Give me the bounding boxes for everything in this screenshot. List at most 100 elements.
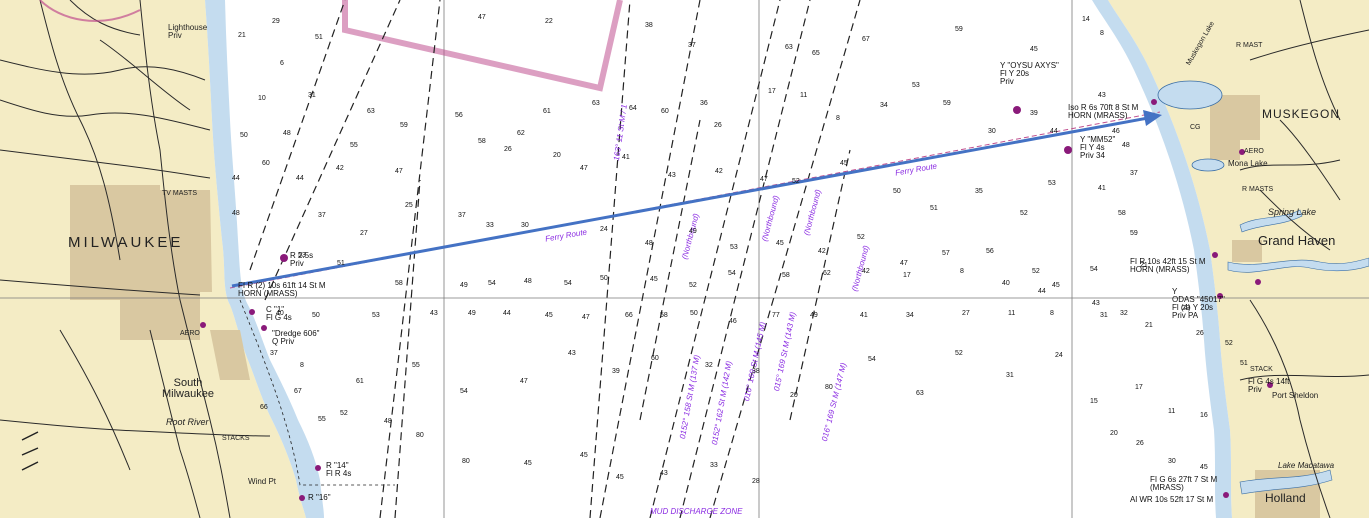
depth-sounding: 61 (356, 378, 364, 385)
depth-sounding: 56 (455, 112, 463, 119)
depth-sounding: 42 (715, 168, 723, 175)
depth-sounding: 59 (955, 26, 963, 33)
depth-sounding: 49 (810, 312, 818, 319)
depth-sounding: 11 (800, 92, 808, 99)
depth-sounding: 77 (772, 312, 780, 319)
r-masts-label: R MASTS (1242, 186, 1274, 193)
depth-sounding: 43 (430, 310, 438, 317)
depth-sounding: 52 (1225, 340, 1233, 347)
depth-sounding: 47 (520, 378, 528, 385)
depth-sounding: 45 (545, 312, 553, 319)
depth-sounding: 60 (262, 160, 270, 167)
depth-sounding: 51 (930, 205, 938, 212)
depth-sounding: 52 (792, 178, 800, 185)
depth-sounding: 44 (296, 175, 304, 182)
depth-sounding: 42 (818, 248, 826, 255)
depth-sounding: 47 (580, 165, 588, 172)
mm52-buoy-label: Y "MM52" Fl Y 4s Priv 34 (1080, 135, 1116, 160)
depth-sounding: 45 (776, 240, 784, 247)
depth-sounding: 24 (1055, 352, 1063, 359)
depth-sounding: 11 (1008, 310, 1016, 317)
depth-sounding: 31 (1006, 372, 1014, 379)
muskegon-lake (1157, 80, 1223, 110)
depth-sounding: 30 (1168, 458, 1176, 465)
buoy-markers (200, 99, 1273, 501)
depth-sounding: 29 (272, 18, 280, 25)
depth-sounding: 52 (1032, 268, 1040, 275)
depth-sounding: 39 (612, 368, 620, 375)
depth-sounding: 17 (1135, 384, 1143, 391)
depth-sounding: 26 (504, 146, 512, 153)
muskegon-light-label: Iso R 6s 70ft 8 St M HORN (MRASS) (1068, 103, 1139, 120)
spring-lake-label: Spring Lake (1268, 207, 1317, 217)
west-shallow-water (205, 0, 324, 518)
depth-sounding: 47 (478, 14, 486, 21)
depth-sounding: 32 (1120, 310, 1128, 317)
south-milwaukee-label: South Milwaukee (162, 377, 214, 400)
depth-sounding: 48 (524, 278, 532, 285)
course-lines (249, 0, 861, 518)
depth-sounding: 47 (760, 176, 768, 183)
depth-sounding: 8 (300, 362, 304, 369)
r-mast-label: R MAST (1236, 42, 1263, 49)
depth-sounding: 58 (660, 312, 668, 319)
depth-sounding: 27 (360, 230, 368, 237)
depth-sounding: 42 (336, 165, 344, 172)
holland-light2-label: Al WR 10s 52ft 17 St M (1130, 495, 1214, 504)
depth-sounding: 64 (629, 105, 637, 112)
depth-sounding: 43 (568, 350, 576, 357)
depth-sounding: 50 (893, 188, 901, 195)
depth-sounding: 54 (488, 280, 496, 287)
depth-sounding: 43 (1092, 300, 1100, 307)
depth-sounding: 17 (903, 272, 911, 279)
depth-sounding: 21 (238, 32, 246, 39)
depth-sounding: 26 (714, 122, 722, 129)
depth-sounding: 45 (1030, 46, 1038, 53)
milwaukee-urban (70, 185, 212, 340)
depth-sounding: 59 (943, 100, 951, 107)
r16-buoy-label: R "16" (308, 493, 331, 502)
depth-sounding: 8 (1050, 310, 1054, 317)
depth-sounding: 14 (1082, 16, 1090, 23)
root-river-label: Root River (166, 417, 209, 427)
stack-label: STACK (1250, 366, 1273, 373)
depth-sounding: 48 (384, 418, 392, 425)
depth-sounding: 54 (564, 280, 572, 287)
aero-label-east: AERO (1244, 148, 1264, 155)
depth-sounding: 8 (1100, 30, 1104, 37)
port-sheldon-label: Port Sheldon (1272, 391, 1319, 400)
depth-sounding: 62 (517, 130, 525, 137)
depth-sounding: 34 (906, 312, 914, 319)
east-shallow-water (1092, 0, 1232, 518)
depth-sounding: 43 (660, 470, 668, 477)
milwaukee-label: MILWAUKEE (68, 234, 184, 251)
depth-sounding: 43 (668, 172, 676, 179)
depth-sounding: 20 (553, 152, 561, 159)
depth-sounding: 60 (661, 108, 669, 115)
depth-sounding: 27 (962, 310, 970, 317)
depth-sounding: 59 (1130, 230, 1138, 237)
depth-sounding: 33 (486, 222, 494, 229)
depth-sounding: 80 (416, 432, 424, 439)
depth-sounding: 47 (582, 314, 590, 321)
depth-sounding: 45 (840, 160, 848, 167)
depth-sounding: 8 (836, 115, 840, 122)
depth-sounding: 53 (1048, 180, 1056, 187)
grand-river (1227, 257, 1369, 273)
depth-sounding: 80 (825, 384, 833, 391)
port-sheldon-light-label: Fl G 4s 14ft Priv (1248, 377, 1290, 394)
depth-sounding: 44 (503, 310, 511, 317)
coast-guard-label: CG (1190, 124, 1201, 131)
depth-sounding: 45 (524, 460, 532, 467)
depth-sounding: 22 (545, 18, 553, 25)
depth-sounding: 62 (823, 270, 831, 277)
depth-sounding: 50 (312, 312, 320, 319)
depth-sounding: 48 (1122, 142, 1130, 149)
depth-sounding: 46 (1112, 128, 1120, 135)
blue-course-arrow (231, 110, 1162, 288)
depth-sounding: 54 (728, 270, 736, 277)
depth-sounding: 53 (372, 312, 380, 319)
depth-sounding: 52 (340, 410, 348, 417)
depth-sounding: 48 (232, 210, 240, 217)
